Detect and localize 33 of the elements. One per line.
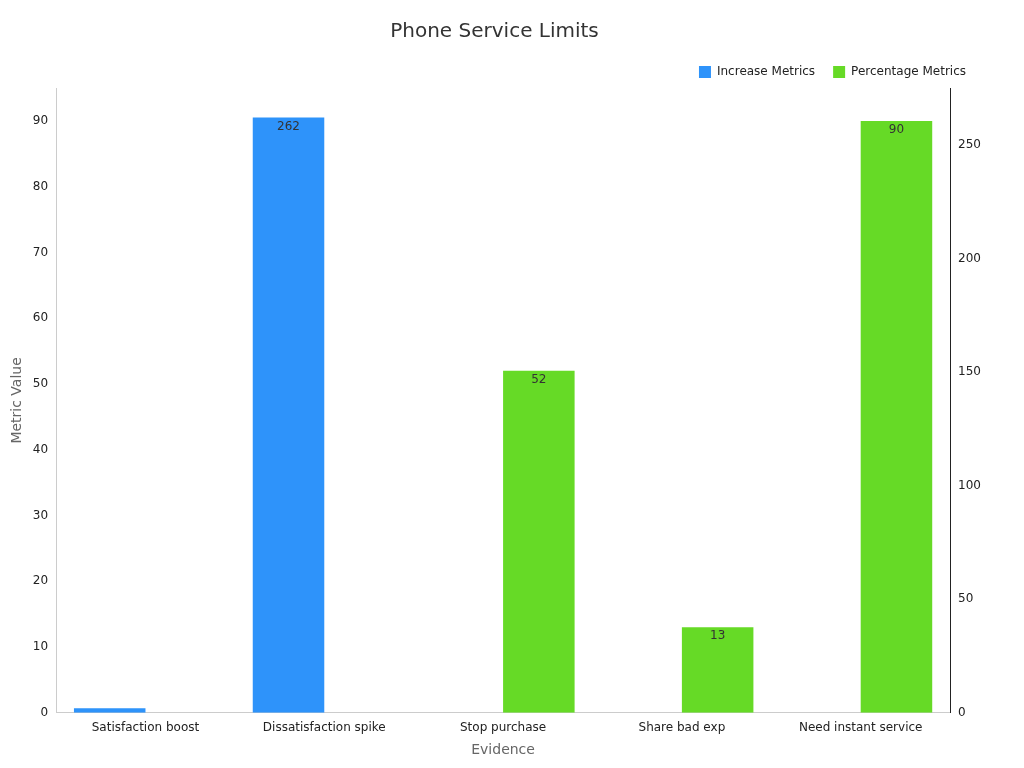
x-tick-label: Need instant service (798, 720, 923, 735)
y-tick-label: 80 (32, 178, 49, 193)
bar (860, 120, 933, 713)
legend-label: Percentage Metrics (851, 64, 967, 79)
x-tick-label: Satisfaction boost (91, 720, 200, 735)
data-label: 90 (888, 122, 905, 137)
y-tick-label: 10 (32, 639, 49, 654)
y-tick-label: 70 (32, 244, 49, 259)
bar (503, 370, 575, 713)
y2-tick-label: 150 (958, 364, 981, 379)
y2-tick-label: 250 (958, 136, 981, 151)
y-tick-label: 30 (32, 507, 49, 522)
y-tick-label: 90 (32, 113, 49, 128)
data-label: 52 (531, 371, 547, 386)
y-axis-title: Metric Value (8, 357, 25, 444)
y-tick-label: 40 (32, 441, 49, 456)
y-tick-label: 0 (40, 704, 49, 719)
chart-title: Phone Service Limits (390, 18, 599, 43)
x-tick-label: Share bad exp (638, 720, 726, 735)
data-label: 13 (710, 628, 726, 643)
data-label: 262 (277, 118, 300, 133)
y2-tick-label: 200 (958, 250, 981, 265)
x-tick-label: Dissatisfaction spike (262, 720, 386, 735)
x-axis-title: Evidence (471, 741, 535, 758)
y2-tick-label: 100 (958, 477, 981, 492)
bar (681, 627, 754, 713)
y-tick-label: 20 (32, 573, 49, 588)
y2-tick-label: 0 (958, 704, 966, 719)
x-tick-label: Stop purchase (459, 720, 547, 735)
y2-tick-label: 50 (958, 591, 974, 606)
y-tick-label: 50 (32, 376, 49, 391)
legend-label: Increase Metrics (716, 64, 816, 79)
y-tick-label: 60 (32, 310, 49, 325)
